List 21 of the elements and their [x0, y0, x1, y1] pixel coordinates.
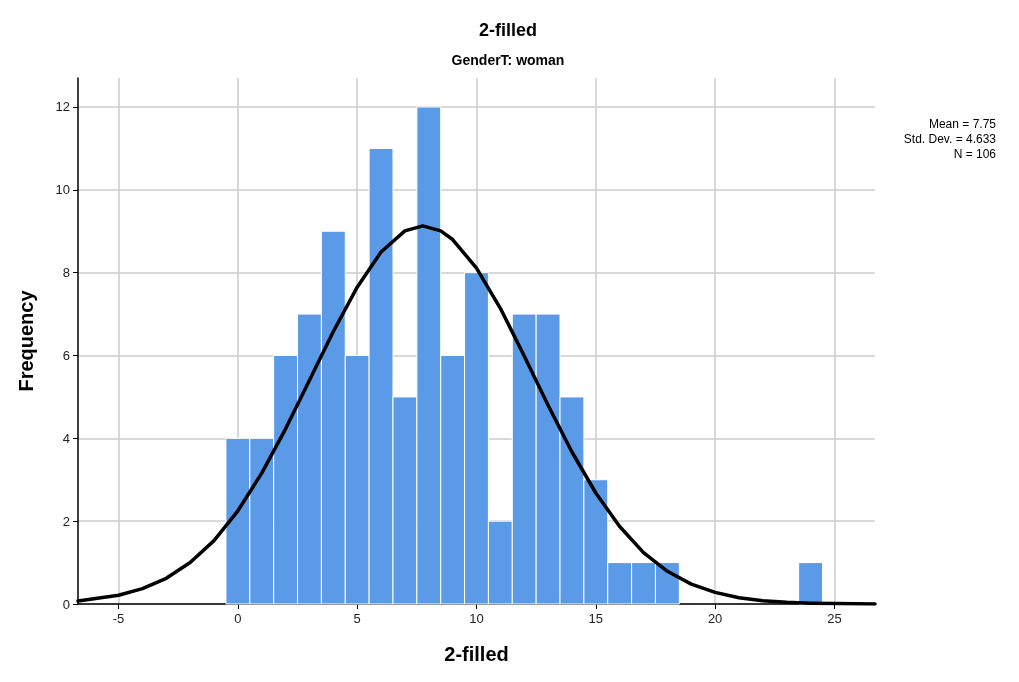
- y-tick-label: 10: [55, 182, 70, 198]
- y-tick-label: 8: [62, 265, 70, 281]
- y-tick-label: 4: [62, 430, 70, 446]
- x-tick-label: 5: [353, 611, 361, 626]
- x-tick-label: 20: [707, 611, 723, 626]
- chart-subtitle: GenderT: woman: [451, 52, 565, 68]
- x-tick-label: 10: [469, 611, 484, 626]
- y-tick-label: 12: [55, 99, 70, 115]
- y-axis-title: Frequency: [15, 289, 37, 392]
- text: Mean = 7.75: [928, 117, 997, 131]
- x-tick-label: 25: [827, 611, 842, 626]
- chart-title: 2-filled: [478, 20, 538, 40]
- text: N = 106: [953, 147, 997, 161]
- y-tick-label: 6: [62, 348, 70, 363]
- text: Std. Dev. = 4.633: [903, 132, 997, 146]
- x-tick-label: 15: [588, 611, 604, 626]
- y-tick-label: 0: [62, 596, 70, 612]
- y-tick-label: 2: [62, 513, 70, 529]
- x-tick-label: 0: [234, 611, 242, 626]
- x-tick-label: -5: [112, 611, 125, 626]
- x-axis-title: 2-filled: [444, 643, 509, 665]
